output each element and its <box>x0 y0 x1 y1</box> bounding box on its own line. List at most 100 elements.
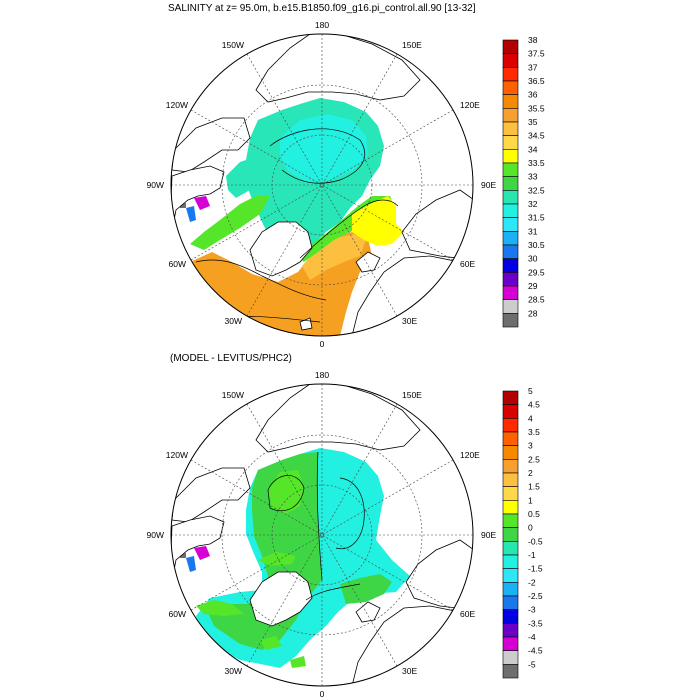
top-colorbar-swatch <box>502 135 519 150</box>
top-colorbar-label: 30.5 <box>528 240 545 250</box>
top-colorbar-label: 28 <box>528 308 538 318</box>
top-colorbar-label: 31.5 <box>528 213 545 223</box>
bottom-lon-label-90e: 90E <box>481 530 496 540</box>
top-lon-label-30w: 30W <box>225 316 242 326</box>
top-lon-label-90w: 90W <box>147 180 164 190</box>
top-contour-line <box>299 199 399 259</box>
bottom-longitude-labels: 180 150E 120E 90E 60E 30E 0 30W 60W 90W … <box>147 370 497 699</box>
bottom-map-border <box>170 383 474 687</box>
bottom-colorbar-label: -0.5 <box>528 536 543 546</box>
bottom-colorbar-swatch <box>502 623 519 638</box>
top-colorbar-label: 32 <box>528 199 538 209</box>
bottom-greenland-sea-green <box>258 552 296 566</box>
top-lon-label-60e: 60E <box>460 259 475 269</box>
top-baffin-cyan-field <box>226 158 258 198</box>
bottom-svalbard-land <box>355 601 381 623</box>
top-colorbar-label: 31 <box>528 226 538 236</box>
bottom-atlantic-green-patch <box>260 636 282 650</box>
top-colorbar-swatch <box>502 313 519 328</box>
bottom-contour-line <box>316 451 323 581</box>
top-barents-yellow-field <box>352 196 404 246</box>
bottom-contour-line <box>335 477 365 550</box>
bottom-colorbar-swatch <box>502 595 519 610</box>
top-hudson-magenta-patch <box>194 196 210 210</box>
bottom-hudson-magenta-patch <box>194 546 210 560</box>
bottom-east-siberia-land <box>255 384 421 453</box>
top-lon-label-30e: 30E <box>402 316 417 326</box>
bottom-colorbar-swatch <box>502 445 519 460</box>
bottom-colorbar-label: -4.5 <box>528 646 543 656</box>
bottom-colorbar-swatch <box>502 500 519 515</box>
top-colorbar-swatch <box>502 121 519 136</box>
bottom-colorbar-swatch <box>502 554 519 569</box>
top-lon-label-90e: 90E <box>481 180 496 190</box>
bottom-hudson-blue-patch <box>186 556 196 572</box>
bottom-colorbar-swatch <box>502 390 519 405</box>
top-colorbar-label: 38 <box>528 35 538 45</box>
bottom-colorbar-label: 4.5 <box>528 400 540 410</box>
bottom-colorbar-label: -5 <box>528 659 536 669</box>
bottom-colorbar-swatch <box>502 527 519 542</box>
bottom-lon-label-60w: 60W <box>169 609 186 619</box>
top-colorbar-label: 29 <box>528 281 538 291</box>
top-colorbar-swatch <box>502 94 519 109</box>
bottom-colorbar-swatch <box>502 513 519 528</box>
bottom-colorbar-label: 1 <box>528 495 533 505</box>
top-atlantic-lighter-band <box>302 234 366 280</box>
bottom-colorbar-label: -3 <box>528 605 536 615</box>
top-hudson-blue-patch <box>186 206 196 222</box>
bottom-lon-label-60e: 60E <box>460 609 475 619</box>
bottom-atlantic-green-patch <box>290 656 306 668</box>
top-map-border <box>170 33 474 337</box>
top-colorbar-swatch <box>502 108 519 123</box>
top-colorbar-swatch <box>502 231 519 246</box>
bottom-lon-label-120e: 120E <box>460 450 480 460</box>
bottom-colorbar-label: -2.5 <box>528 591 543 601</box>
top-colorbar-label: 28.5 <box>528 295 545 305</box>
salinity-polar-map: 180 150E 120E 90E 60E 30E 0 30W 60W 90W … <box>147 20 545 349</box>
bottom-colorbar-label: 5 <box>528 386 533 396</box>
bottom-colorbar-swatch <box>502 431 519 446</box>
bottom-colorbar-label: 2.5 <box>528 454 540 464</box>
top-colorbar-label: 33.5 <box>528 158 545 168</box>
bottom-colorbar-swatch <box>502 418 519 433</box>
top-colorbar-label: 36.5 <box>528 76 545 86</box>
top-contour-line <box>269 128 366 184</box>
top-lon-label-120e: 120E <box>460 100 480 110</box>
top-colorbar-swatch <box>502 80 519 95</box>
bottom-colorbar-swatch <box>502 568 519 583</box>
top-colorbar-label: 33 <box>528 172 538 182</box>
top-colorbar-swatch <box>502 217 519 232</box>
top-colorbar-swatch <box>502 203 519 218</box>
bottom-colorbar-swatch <box>502 472 519 487</box>
top-colorbar-swatch <box>502 39 519 54</box>
bottom-siberia-land <box>405 539 473 611</box>
bottom-colorbar-label: -1.5 <box>528 564 543 574</box>
top-lon-label-150w: 150W <box>222 40 244 50</box>
top-colorbar-label: 35.5 <box>528 103 545 113</box>
top-graticule <box>171 34 473 336</box>
top-colorbar-swatch <box>502 162 519 177</box>
top-colorbar-swatch <box>502 149 519 164</box>
top-contour-line <box>195 259 327 301</box>
top-colorbar-swatch <box>502 244 519 259</box>
bottom-colorbar-label: -3.5 <box>528 618 543 628</box>
bottom-lon-label-150w: 150W <box>222 390 244 400</box>
top-greenland-land <box>249 221 313 277</box>
top-colorbar-label: 36 <box>528 90 538 100</box>
bottom-colorbar-swatch <box>502 486 519 501</box>
top-colorbar-label: 29.5 <box>528 267 545 277</box>
bottom-colorbar-label: 4 <box>528 413 533 423</box>
bottom-colorbar: 5 4.5 4 3.5 3 2.5 2 1.5 1 0.5 0 -0.5 -1 -1.5 -2 -2.5 -3 -… <box>502 386 543 679</box>
top-panel-title: SALINITY at z= 95.0m, b.e15.B1850.f09_g1… <box>168 3 476 14</box>
top-longitude-labels: 180 150E 120E 90E 60E 30E 0 30W 60W 90W … <box>147 20 497 349</box>
bottom-contour-line <box>305 583 361 601</box>
bottom-colorbar-swatch <box>502 459 519 474</box>
bottom-lon-label-150e: 150E <box>402 390 422 400</box>
bottom-colorbar-swatch <box>502 609 519 624</box>
top-colorbar-label: 37 <box>528 62 538 72</box>
top-colorbar-swatch <box>502 299 519 314</box>
top-lon-label-0: 0 <box>320 339 325 349</box>
bottom-barents-green-field <box>340 574 392 604</box>
